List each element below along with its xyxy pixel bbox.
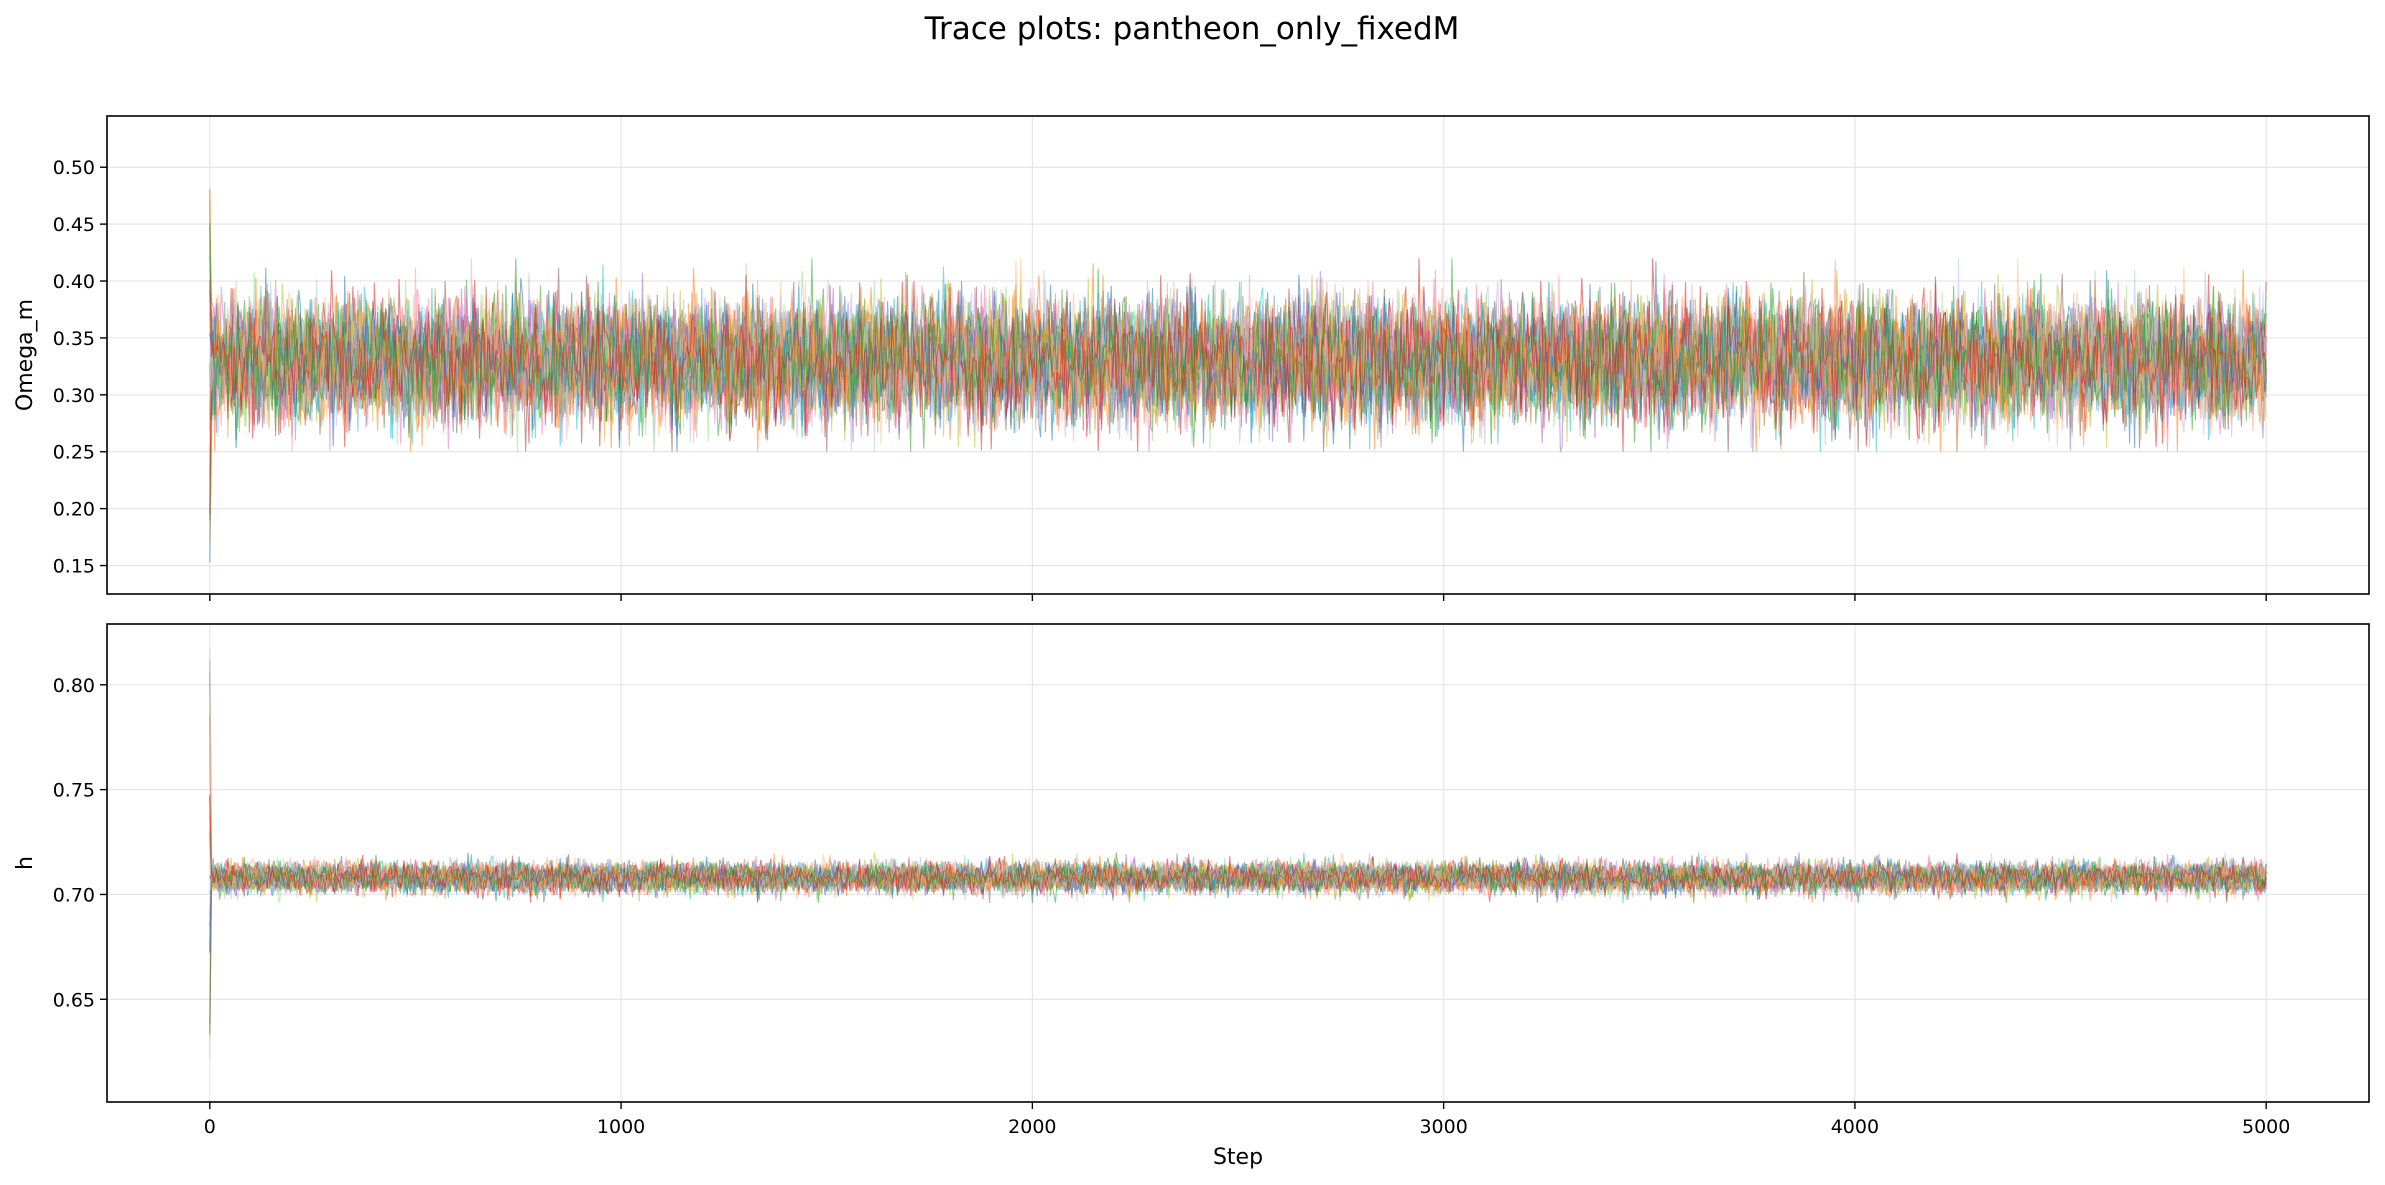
ytick-label: 0.30: [53, 385, 95, 407]
ytick-label: 0.40: [53, 271, 95, 293]
traces-omega-m: [209, 188, 2267, 563]
figure-title: Trace plots: pantheon_only_fixedM: [924, 11, 1460, 47]
yticks-omega-m: 0.15 0.20 0.25 0.30 0.35 0.40 0.45 0.50: [53, 157, 107, 578]
xtick-label: 0: [204, 1116, 216, 1138]
xticks-h: 0 1000 2000 3000 4000 5000: [204, 1102, 2290, 1138]
ytick-label: 0.45: [53, 214, 95, 236]
ytick-label: 0.50: [53, 157, 95, 179]
panel-omega-m: 0.15 0.20 0.25 0.30 0.35 0.40 0.45 0.50 Omega_m: [13, 115, 2370, 601]
panel-h: 0.65 0.70 0.75 0.80 0 1000 2000 3000 4000 5000 h…: [13, 623, 2370, 1170]
xtick-label: 4000: [1831, 1116, 1879, 1138]
axes-frame-h: [106, 623, 2370, 1103]
axes-frame-omega-m: [106, 115, 2370, 595]
ytick-label: 0.65: [53, 989, 95, 1011]
trace-line-chain-32: [209, 795, 2267, 903]
xtick-label: 3000: [1419, 1116, 1467, 1138]
ytick-label: 0.15: [53, 556, 95, 578]
xtick-label: 2000: [1008, 1116, 1056, 1138]
ytick-label: 0.35: [53, 328, 95, 350]
trace-line-chain-32: [209, 258, 2267, 448]
xticks-omega-m: [209, 594, 2267, 601]
yticks-h: 0.65 0.70 0.75 0.80: [53, 675, 107, 1011]
ytick-label: 0.25: [53, 442, 95, 464]
ytick-label: 0.70: [53, 884, 95, 906]
ylabel-h: h: [13, 856, 38, 870]
xlabel-step: Step: [1213, 1145, 1263, 1170]
trace-line-chain-31: [209, 223, 2267, 452]
ytick-label: 0.75: [53, 780, 95, 802]
xtick-label: 1000: [597, 1116, 645, 1138]
ytick-label: 0.20: [53, 499, 95, 521]
ytick-label: 0.80: [53, 675, 95, 697]
traces-h: [209, 647, 2267, 1058]
xtick-label: 5000: [2242, 1116, 2290, 1138]
ylabel-omega-m: Omega_m: [13, 299, 38, 411]
